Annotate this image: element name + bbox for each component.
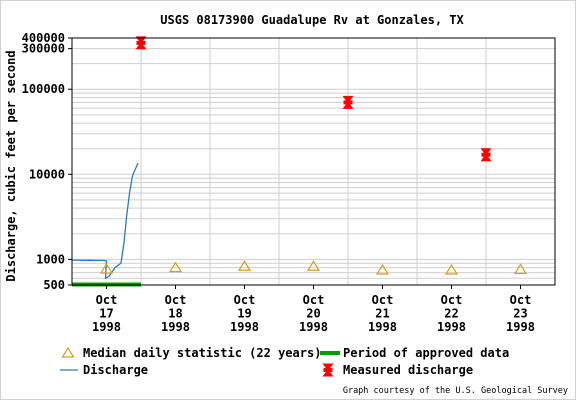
median-daily-marker [444, 263, 459, 275]
x-tick-label: 21 [375, 307, 389, 321]
legend-label: Median daily statistic (22 years) [83, 346, 321, 360]
legend-label: Measured discharge [343, 363, 473, 377]
median-daily-marker [168, 261, 183, 273]
x-tick-label: 1998 [368, 320, 397, 334]
y-tick-label: 100000 [22, 82, 65, 96]
y-tick-label: 500 [43, 278, 65, 292]
legend-median-swatch [61, 346, 75, 358]
discharge-line [71, 162, 139, 280]
median-daily-marker [513, 263, 528, 275]
y-tick-label: 400000 [22, 31, 65, 45]
y-axis-label: Discharge, cubic feet per second [4, 50, 18, 281]
grid [72, 38, 555, 285]
measured-discharge-marker [136, 40, 146, 45]
median-daily-marker [237, 260, 252, 271]
x-tick-label: 19 [237, 307, 251, 321]
x-tick-label: 1998 [437, 320, 466, 334]
measured-discharge-marker [481, 152, 491, 157]
x-tick-label: Oct [234, 293, 256, 307]
y-tick-label: 1000 [36, 252, 65, 266]
x-tick-label: Oct [510, 293, 532, 307]
legend-measured-swatch [323, 368, 333, 372]
x-tick-label: Oct [96, 293, 118, 307]
x-tick-label: 18 [168, 307, 182, 321]
x-tick-label: 1998 [161, 320, 190, 334]
legend: Median daily statistic (22 years) Period … [60, 346, 509, 377]
x-axis-ticks: Oct171998Oct181998Oct191998Oct201998Oct2… [92, 285, 535, 334]
x-tick-label: 20 [306, 307, 320, 321]
legend-label: Discharge [83, 363, 148, 377]
x-tick-label: 1998 [299, 320, 328, 334]
measured-discharge-marker [343, 100, 353, 105]
legend-label: Period of approved data [343, 346, 509, 360]
y-tick-label: 10000 [29, 167, 65, 181]
y-tick-label: 300000 [22, 42, 65, 56]
x-tick-label: 17 [99, 307, 113, 321]
x-tick-label: Oct [441, 293, 463, 307]
x-tick-label: 1998 [506, 320, 535, 334]
chart-title: USGS 08173900 Guadalupe Rv at Gonzales, … [160, 13, 464, 27]
x-tick-label: Oct [303, 293, 325, 307]
median-daily-marker [306, 260, 321, 271]
marker-group [99, 36, 528, 275]
x-tick-label: 1998 [92, 320, 121, 334]
x-tick-label: 22 [444, 307, 458, 321]
legend-approved-swatch [320, 351, 340, 355]
x-tick-label: 23 [513, 307, 527, 321]
median-daily-marker [99, 262, 114, 274]
credit-text: Graph courtesy of the U.S. Geological Su… [343, 386, 568, 396]
x-tick-label: Oct [372, 293, 394, 307]
median-daily-marker [375, 263, 390, 275]
x-tick-label: Oct [165, 293, 187, 307]
x-tick-label: 1998 [230, 320, 259, 334]
discharge-line-group [71, 162, 139, 280]
